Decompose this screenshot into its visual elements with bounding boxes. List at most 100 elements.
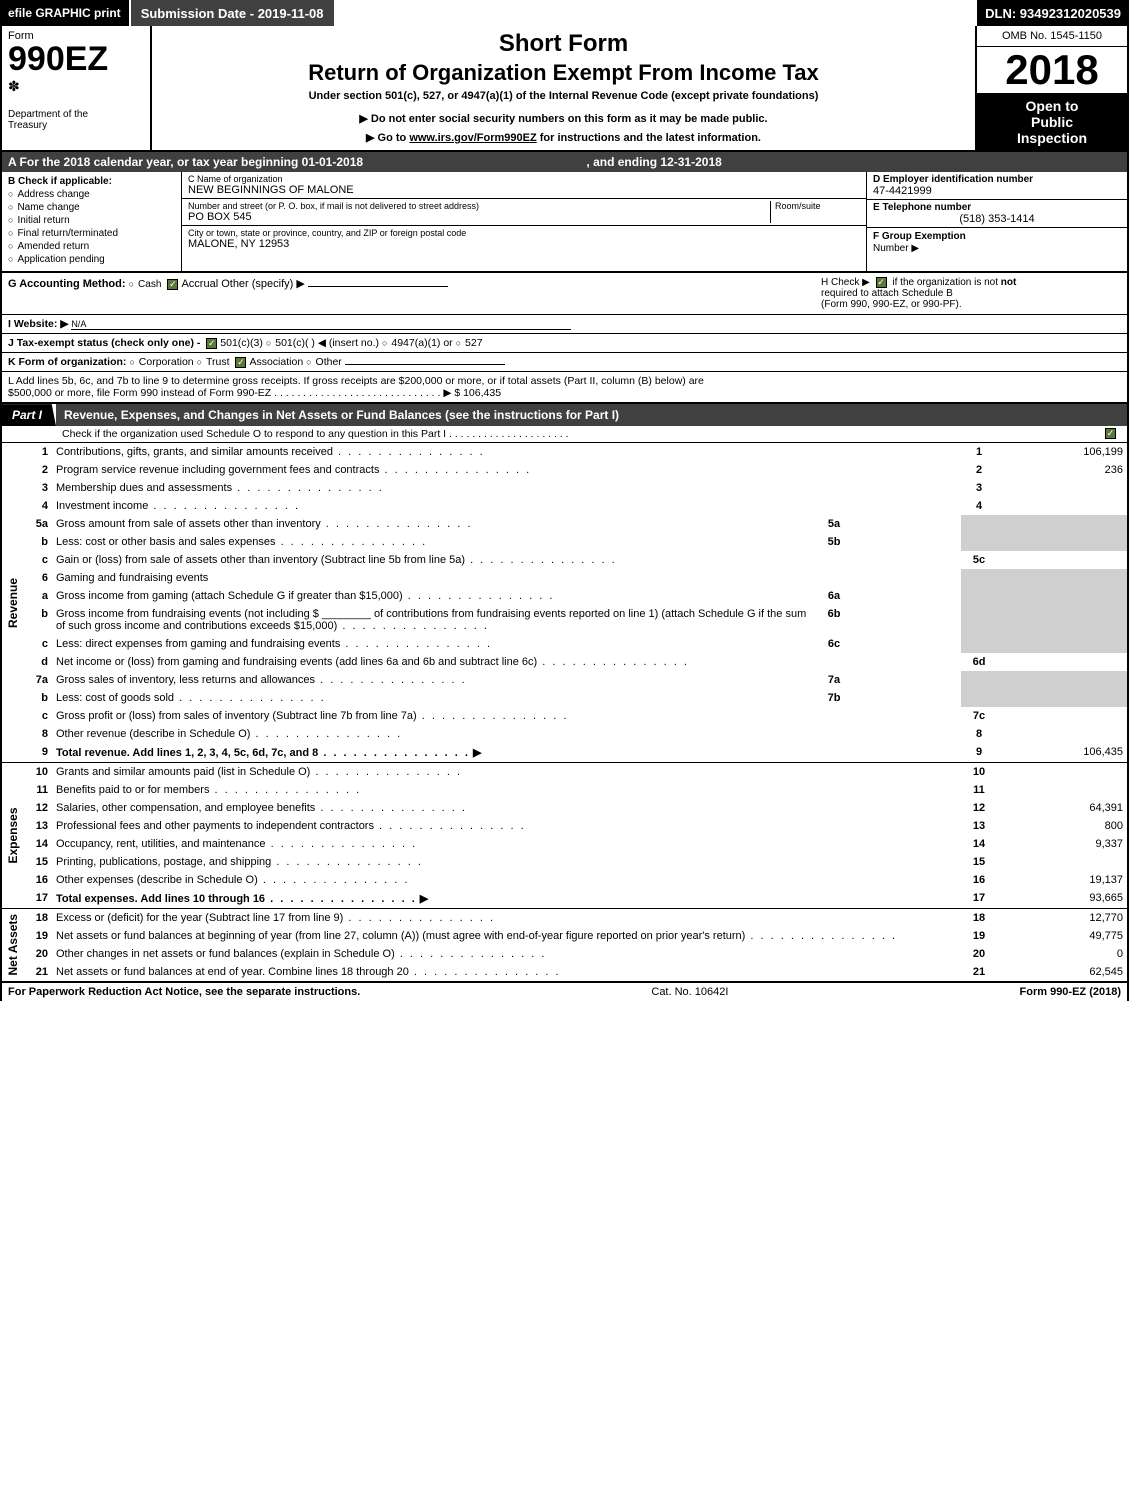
mini-val[interactable] xyxy=(851,689,961,707)
rt-val xyxy=(997,605,1127,635)
h-pre: H Check ▶ xyxy=(821,277,870,288)
rt-val: 106,199 xyxy=(997,443,1127,461)
mini-val[interactable] xyxy=(851,533,961,551)
rt-num: 1 xyxy=(961,443,997,461)
dept-line2: Treasury xyxy=(8,120,144,131)
donot-text: ▶ Do not enter social security numbers o… xyxy=(160,112,967,125)
table-row: bLess: cost or other basis and sales exp… xyxy=(2,533,1127,551)
omb-number: OMB No. 1545-1150 xyxy=(977,26,1127,47)
table-row: 14Occupancy, rent, utilities, and mainte… xyxy=(2,835,1127,853)
line-j: J Tax-exempt status (check only one) - ✓… xyxy=(2,334,1127,353)
table-row: Expenses10Grants and similar amounts pai… xyxy=(2,763,1127,782)
box-c-city: City or town, state or province, country… xyxy=(182,226,866,252)
i-val: N/A xyxy=(71,319,571,330)
rt-val xyxy=(997,587,1127,605)
form-number: 990EZ xyxy=(8,42,144,76)
k-other[interactable]: Other xyxy=(306,356,342,368)
rt-val xyxy=(997,853,1127,871)
line-desc: Grants and similar amounts paid (list in… xyxy=(52,763,961,782)
rt-num xyxy=(961,569,997,587)
line-number: 14 xyxy=(24,835,52,853)
k-corp[interactable]: Corporation xyxy=(129,356,193,368)
h-check[interactable]: ✓ xyxy=(876,277,887,288)
rt-num: 3 xyxy=(961,479,997,497)
table-row: 2Program service revenue including gover… xyxy=(2,461,1127,479)
line-number: a xyxy=(24,587,52,605)
part1-tab: Part I xyxy=(2,404,56,426)
part1-sub: Check if the organization used Schedule … xyxy=(2,426,1127,443)
line-number: 10 xyxy=(24,763,52,782)
rt-val xyxy=(997,763,1127,782)
chk-initial-return[interactable]: Initial return xyxy=(8,215,175,226)
table-row: cGain or (loss) from sale of assets othe… xyxy=(2,551,1127,569)
footer-left: For Paperwork Reduction Act Notice, see … xyxy=(8,986,360,998)
rt-num: 14 xyxy=(961,835,997,853)
rt-val: 19,137 xyxy=(997,871,1127,889)
k-assoc-check[interactable]: ✓ xyxy=(235,357,246,368)
e-val: (518) 353-1414 xyxy=(873,213,1121,225)
g-accrual-check[interactable]: ✓ xyxy=(167,279,178,290)
rt-num: 11 xyxy=(961,781,997,799)
chk-name-change[interactable]: Name change xyxy=(8,202,175,213)
footer-right: Form 990-EZ (2018) xyxy=(1020,986,1121,998)
rt-num: 10 xyxy=(961,763,997,782)
mini-val[interactable] xyxy=(851,605,961,635)
line-number: 8 xyxy=(24,725,52,743)
j-d[interactable]: 527 xyxy=(456,337,483,349)
chk-application-pending[interactable]: Application pending xyxy=(8,254,175,265)
line-number: 3 xyxy=(24,479,52,497)
table-row: bLess: cost of goods sold7b xyxy=(2,689,1127,707)
street-label: Number and street (or P. O. box, if mail… xyxy=(188,201,770,211)
j-a: 501(c)(3) xyxy=(220,337,263,349)
j-label: J Tax-exempt status (check only one) - xyxy=(8,337,200,349)
line-number: b xyxy=(24,533,52,551)
header-mid: Short Form Return of Organization Exempt… xyxy=(152,26,977,150)
mini-val[interactable] xyxy=(851,635,961,653)
line-desc: Benefits paid to or for members xyxy=(52,781,961,799)
j-b[interactable]: 501(c)( ) ◀ (insert no.) xyxy=(266,337,379,349)
line-desc: Excess or (deficit) for the year (Subtra… xyxy=(52,909,961,928)
k-label: K Form of organization: xyxy=(8,356,126,368)
efile-print-button[interactable]: efile GRAPHIC print xyxy=(0,0,131,26)
rt-val: 93,665 xyxy=(997,889,1127,908)
table-row: 13Professional fees and other payments t… xyxy=(2,817,1127,835)
k-trust[interactable]: Trust xyxy=(197,356,230,368)
part1-sub-check[interactable]: ✓ xyxy=(1105,428,1116,439)
l-line1: L Add lines 5b, 6c, and 7b to line 9 to … xyxy=(8,375,1121,387)
line-number: 6 xyxy=(24,569,52,587)
line-number: 16 xyxy=(24,871,52,889)
header-right: OMB No. 1545-1150 2018 Open to Public In… xyxy=(977,26,1127,150)
box-b-title: B Check if applicable: xyxy=(8,176,175,187)
chk-address-change[interactable]: Address change xyxy=(8,189,175,200)
f-label-b: Number ▶ xyxy=(873,243,919,254)
rt-num: 8 xyxy=(961,725,997,743)
rt-val xyxy=(997,515,1127,533)
goto-link[interactable]: www.irs.gov/Form990EZ xyxy=(409,132,536,144)
g-cash[interactable]: Cash xyxy=(129,279,162,290)
line-number: 17 xyxy=(24,889,52,908)
j-501c3-check[interactable]: ✓ xyxy=(206,338,217,349)
line-desc: Gaming and fundraising events xyxy=(52,569,961,587)
rt-num: 2 xyxy=(961,461,997,479)
line-desc: Less: direct expenses from gaming and fu… xyxy=(52,635,817,653)
table-row: bGross income from fundraising events (n… xyxy=(2,605,1127,635)
open3: Inspection xyxy=(979,130,1125,146)
line-desc: Investment income xyxy=(52,497,961,515)
line-desc: Other revenue (describe in Schedule O) xyxy=(52,725,961,743)
table-row: 15Printing, publications, postage, and s… xyxy=(2,853,1127,871)
form-header: Form 990EZ ✽ Department of the Treasury … xyxy=(2,26,1127,152)
mini-num: 7a xyxy=(817,671,851,689)
form-outer: Form 990EZ ✽ Department of the Treasury … xyxy=(0,26,1129,1001)
k-assoc: Association xyxy=(249,356,303,368)
mini-num: 6a xyxy=(817,587,851,605)
mini-val[interactable] xyxy=(851,671,961,689)
mini-val[interactable] xyxy=(851,587,961,605)
rt-val xyxy=(997,551,1127,569)
chk-amended-return[interactable]: Amended return xyxy=(8,241,175,252)
j-c[interactable]: 4947(a)(1) or xyxy=(382,337,453,349)
box-def: D Employer identification number 47-4421… xyxy=(867,172,1127,271)
chk-final-return[interactable]: Final return/terminated xyxy=(8,228,175,239)
table-row: 4Investment income4 xyxy=(2,497,1127,515)
mini-val[interactable] xyxy=(851,515,961,533)
submission-date-button[interactable]: Submission Date - 2019-11-08 xyxy=(131,0,334,26)
